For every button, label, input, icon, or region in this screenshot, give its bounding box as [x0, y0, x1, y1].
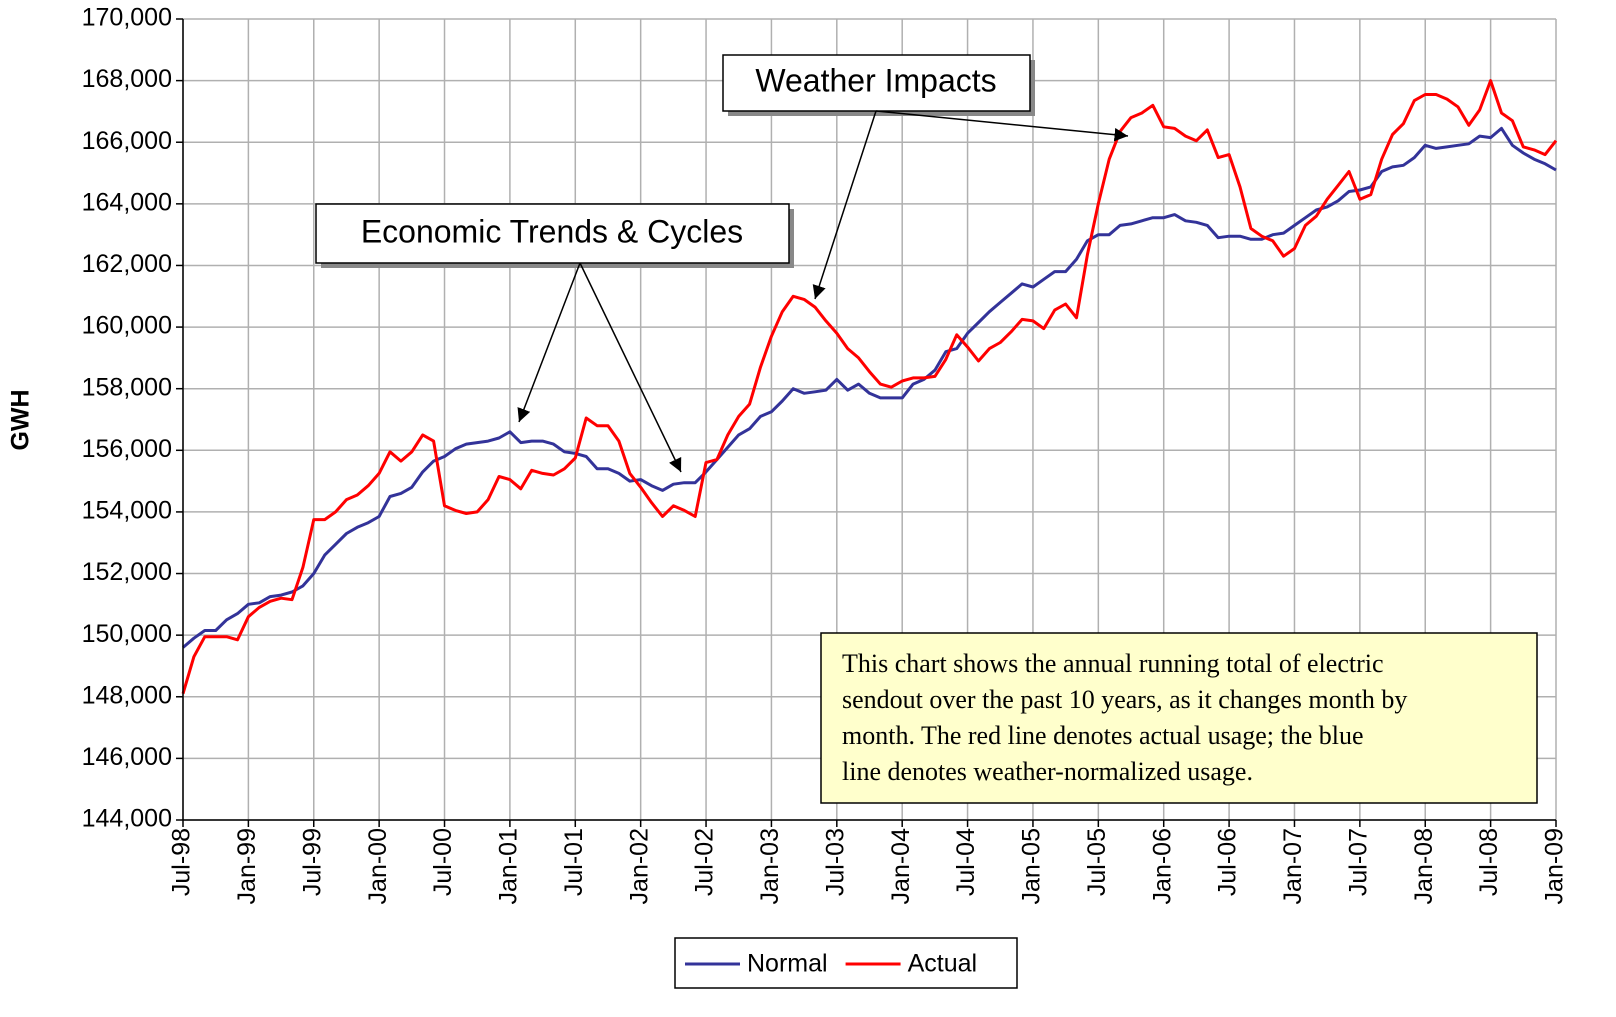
x-tick-label: Jan-09	[1541, 828, 1569, 904]
y-tick-label: 160,000	[82, 312, 172, 340]
x-tick-label: Jan-02	[625, 828, 653, 904]
x-tick-label: Jan-04	[887, 828, 915, 905]
x-tick-label: Jan-99	[233, 828, 261, 904]
y-tick-label: 146,000	[82, 743, 172, 771]
arrow	[812, 110, 877, 300]
y-tick-label: 154,000	[82, 497, 172, 525]
x-tick-label: Jul-99	[298, 828, 326, 896]
note: This chart shows the annual running tota…	[842, 649, 1407, 786]
legend-label: Actual	[908, 950, 977, 978]
x-tick-label: Jan-03	[756, 828, 784, 904]
y-tick-label: 168,000	[82, 65, 172, 93]
x-tick-label: Jan-00	[364, 828, 392, 904]
annotation-box	[722, 54, 1031, 112]
y-tick-label: 148,000	[82, 681, 172, 709]
x-tick-label: Jul-07	[1344, 828, 1372, 896]
arrow	[875, 110, 1129, 142]
x-tick-label: Jul-06	[1214, 828, 1242, 896]
legend-label: Normal	[747, 950, 828, 978]
x-tick-label: Jul-98	[168, 828, 196, 896]
series-line	[182, 126, 1557, 649]
x-tick-label: Jan-01	[495, 828, 523, 904]
x-tick-label: Jul-01	[560, 828, 588, 896]
y-tick-label: 156,000	[82, 435, 172, 463]
x-tick-label: Jul-04	[952, 828, 980, 896]
y-tick-label: 162,000	[82, 250, 172, 278]
x-tick-label: Jul-08	[1475, 828, 1503, 896]
y-tick-label: 158,000	[82, 373, 172, 401]
series-line	[181, 79, 1558, 695]
x-tick-label: Jul-05	[1083, 828, 1111, 896]
note-text: line denotes weather-normalized usage.	[842, 757, 1253, 786]
y-tick-label: 152,000	[82, 558, 172, 586]
y-tick-label: 144,000	[82, 805, 172, 833]
x-tick-label: Jan-05	[1018, 828, 1046, 904]
arrow	[579, 262, 682, 473]
y-tick-label: 164,000	[82, 188, 172, 216]
x-tick-label: Jul-00	[429, 828, 457, 896]
annotation: Economic Trends & Cycles	[361, 213, 743, 249]
annotation: Weather Impacts	[755, 62, 996, 98]
y-tick-label: 170,000	[82, 4, 172, 32]
y-axis-label: GWH	[7, 389, 35, 450]
plot	[181, 79, 1558, 695]
note-text: This chart shows the annual running tota…	[842, 649, 1384, 678]
legend-items: Normal Actual	[685, 950, 977, 978]
note-box	[820, 632, 1538, 804]
x-tick-label: Jan-07	[1279, 828, 1307, 904]
x-tick-label: Jul-03	[821, 828, 849, 896]
x-tick-label: Jan-06	[1148, 828, 1176, 904]
annotation-box	[315, 203, 790, 264]
y-tick-label: 150,000	[82, 620, 172, 648]
note-text: sendout over the past 10 years, as it ch…	[842, 685, 1407, 714]
y-tick-label: 166,000	[82, 127, 172, 155]
x-tick-label: Jul-02	[691, 828, 719, 896]
arrow	[517, 262, 581, 423]
x-tick-label: Jan-08	[1410, 828, 1438, 904]
note-text: month. The red line denotes actual usage…	[842, 721, 1364, 750]
